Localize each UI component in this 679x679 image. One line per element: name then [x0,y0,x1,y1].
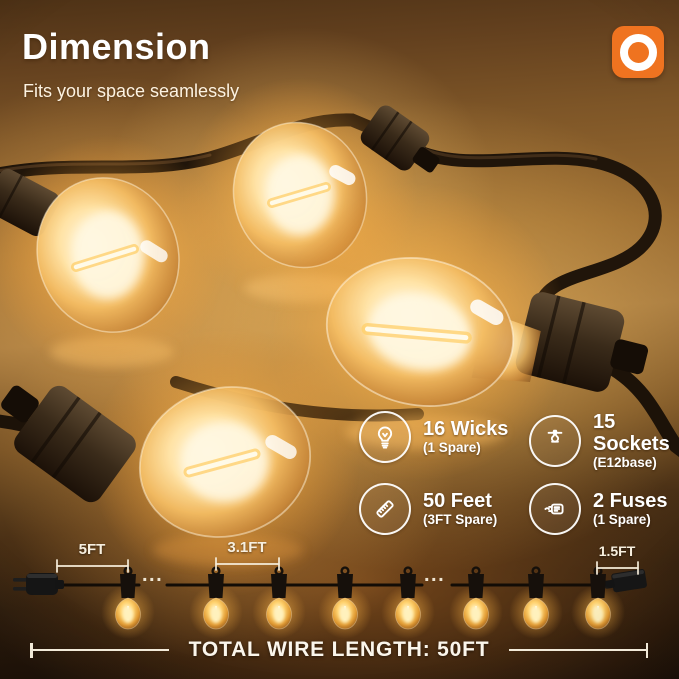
ruler-icon [359,483,411,535]
right-line [509,648,646,652]
spec-note: (3FT Spare) [423,512,498,527]
spec-fuses: 2 Fuses (1 Spare) [529,483,667,535]
photo-bulb-4 [1,327,360,597]
ellipsis-left: ... [142,564,164,586]
measurement-label-1-5ft: 1.5FT [598,543,636,559]
total-wire-length: TOTAL WIRE LENGTH: 50FT [30,637,649,663]
diagram-bulbs [101,566,625,639]
left-line [32,648,169,652]
spec-value: 16 Wicks [423,418,509,440]
right-end-cap [645,642,649,658]
spec-length: 50 Feet (3FT Spare) [359,483,497,535]
plug-icon [13,573,64,595]
spec-value: 2 Fuses [593,490,668,512]
spec-value: 15 Sockets [593,411,670,455]
measurement-label-5ft: 5FT [78,541,106,558]
measurement-brackets [56,557,639,575]
dimension-diagram [13,557,647,639]
bulb-icon [359,411,411,463]
spec-sockets: 15 Sockets (E12base) [529,411,679,471]
total-wire-length-text: TOTAL WIRE LENGTH: 50FT [188,638,490,661]
page-title: Dimension [22,26,211,67]
ellipsis-right: ... [424,564,446,586]
page-subtitle: Fits your space seamlessly [23,81,240,101]
spec-wicks: 16 Wicks (1 Spare) [359,411,508,463]
photo-bulb-1 [0,135,228,375]
spec-note: (1 Spare) [423,440,481,455]
socket-icon [529,415,581,467]
fuse-icon [529,483,581,535]
spec-value: 50 Feet [423,490,492,512]
measurement-label-3-1ft: 3.1FT [227,539,267,556]
spec-note: (1 Spare) [593,512,651,527]
ring-icon [619,33,657,71]
spec-note: (E12base) [593,455,657,470]
left-end-cap [30,642,33,658]
brand-logo [612,26,664,78]
